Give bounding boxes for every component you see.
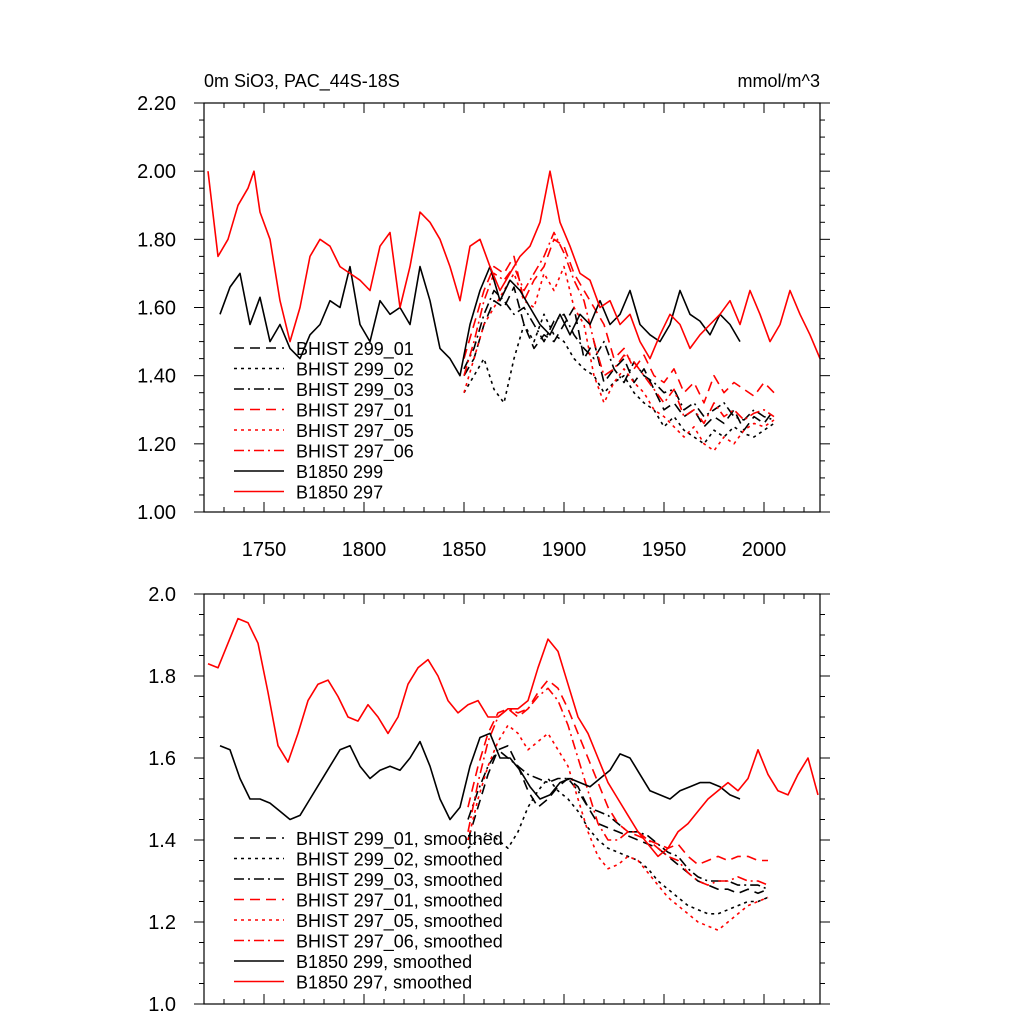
series-line [463,313,775,445]
x-tick-label: 1900 [542,539,587,561]
y-tick-label: 2.20 [137,93,176,115]
series-group [207,170,820,452]
series-line [207,170,820,360]
legend-label: B1850 299 [296,462,383,482]
x-tick-label: 1850 [442,539,487,561]
y-tick-label: 2.0 [148,584,176,606]
units-label: mmol/m^3 [738,71,820,91]
legend-label: BHIST 297_05, smoothed [296,911,503,932]
series-line [219,265,741,377]
y-tick-label: 1.8 [148,666,176,688]
series-line [467,777,769,915]
series-line [467,687,769,886]
legend-label: BHIST 299_03, smoothed [296,870,503,891]
legend-label: B1850 297, smoothed [296,973,472,993]
legend-label: B1850 299, smoothed [296,952,472,972]
legend-label: BHIST 299_02 [296,360,414,381]
legend-label: BHIST 297_06 [296,442,414,463]
x-tick-label: 1750 [242,539,287,561]
series-line [463,265,775,452]
y-tick-label: 1.2 [148,912,176,934]
y-tick-label: 1.4 [148,830,176,852]
y-tick-label: 2.00 [137,161,176,183]
legend-label: BHIST 297_01, smoothed [296,891,503,912]
series-line [207,617,819,858]
legend-label: BHIST 297_06, smoothed [296,932,503,953]
x-tick-label: 2000 [742,539,787,561]
top-panel: 0m SiO3, PAC_44S-18S mmol/m^3 1750 1800 1850… [137,71,830,561]
legend-label: BHIST 299_02, smoothed [296,850,503,871]
legend-label: B1850 297 [296,483,383,503]
x-tick-label: 1950 [642,539,687,561]
y-tick-label: 1.00 [137,502,176,524]
y-tick-label: 1.40 [137,366,176,388]
series-line [463,289,775,421]
series-line [467,679,768,866]
series-line [467,724,769,932]
series-line [219,732,741,821]
y-tick-label: 1.80 [137,229,176,251]
bottom-panel: 1.0 1.2 1.4 1.6 1.8 2.0 BHIST 299_01, smoothed… [148,584,830,1016]
x-tick-label: 1800 [342,539,387,561]
y-tick-label: 1.0 [148,994,176,1016]
legend-label: BHIST 299_03 [296,380,414,401]
series-group [207,617,819,932]
legend-label: BHIST 299_01 [296,339,414,360]
y-tick-label: 1.20 [137,434,176,456]
legend-label: BHIST 297_01 [296,401,414,422]
series-line [463,286,775,432]
chart-title: 0m SiO3, PAC_44S-18S [204,71,400,92]
series-line [467,744,769,895]
series-line [467,748,769,890]
y-tick-label: 1.6 [148,748,176,770]
y-tick-label: 1.60 [137,298,176,320]
series-line [463,231,775,425]
legend-label: BHIST 297_05 [296,421,414,442]
legend-label: BHIST 299_01, smoothed [296,829,503,850]
